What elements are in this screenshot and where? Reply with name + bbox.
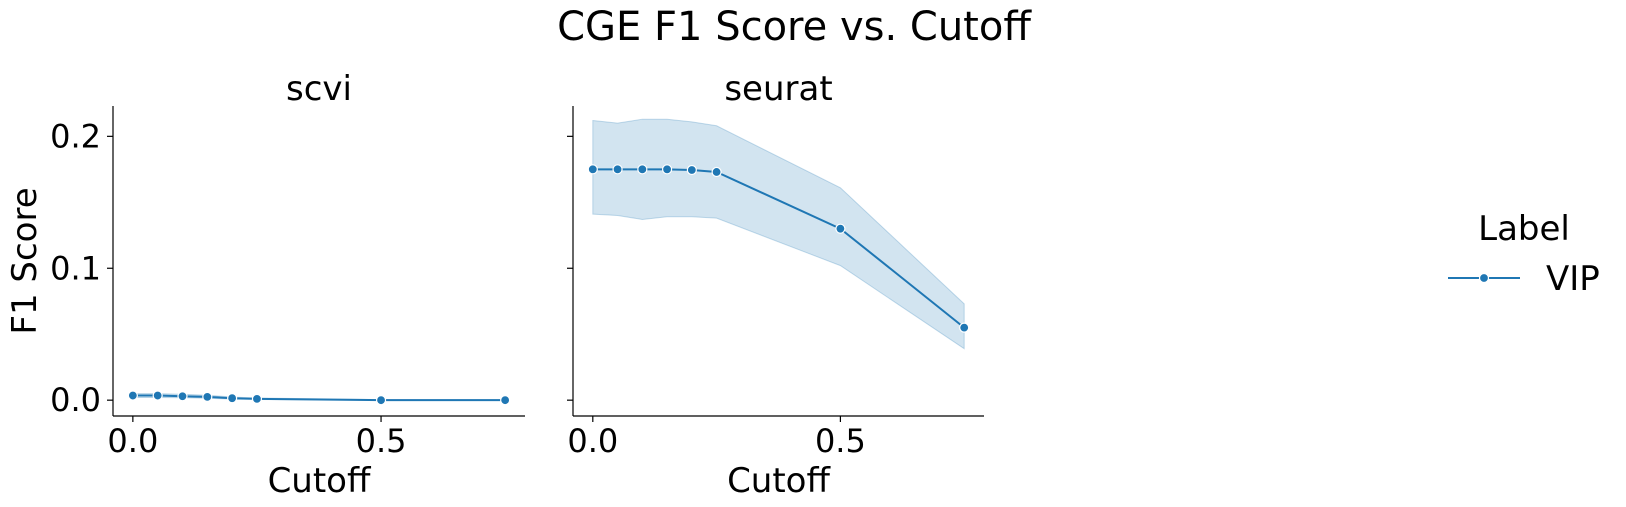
figure-title: CGE F1 Score vs. Cutoff [557, 4, 1032, 50]
data-point [251, 393, 263, 404]
data-point [612, 164, 623, 175]
legend: Label VIP [1448, 209, 1600, 299]
panel-title: scvi [286, 69, 352, 109]
y-tick-label: 0.1 [50, 249, 101, 287]
y-tick-label: 0.2 [50, 117, 101, 155]
y-axis-label: F1 Score [5, 187, 45, 334]
data-point [202, 391, 213, 402]
data-point [375, 395, 387, 406]
data-point [587, 164, 598, 175]
data-point [637, 164, 648, 175]
x-axis-label: Cutoff [268, 461, 372, 501]
y-tick-label: 0.0 [50, 381, 101, 419]
x-tick-label: 0.5 [356, 422, 407, 460]
legend-marker-vip [1478, 272, 1490, 284]
data-point [835, 223, 846, 234]
data-point [152, 390, 163, 401]
confidence-band [592, 118, 965, 350]
x-axis-label: Cutoff [727, 461, 831, 501]
data-point [500, 395, 511, 406]
data-point [177, 391, 188, 402]
data-point [227, 393, 238, 404]
x-tick-label: 0.5 [815, 422, 866, 460]
panel-title: seurat [724, 69, 832, 109]
x-tick-label: 0.0 [567, 422, 618, 460]
data-point [686, 164, 697, 176]
legend-title: Label [1478, 209, 1570, 249]
data-point [959, 322, 970, 333]
data-point [127, 390, 138, 401]
data-point [661, 164, 673, 175]
data-point [711, 166, 722, 178]
x-tick-label: 0.0 [107, 422, 158, 460]
legend-label-vip: VIP [1546, 259, 1600, 299]
